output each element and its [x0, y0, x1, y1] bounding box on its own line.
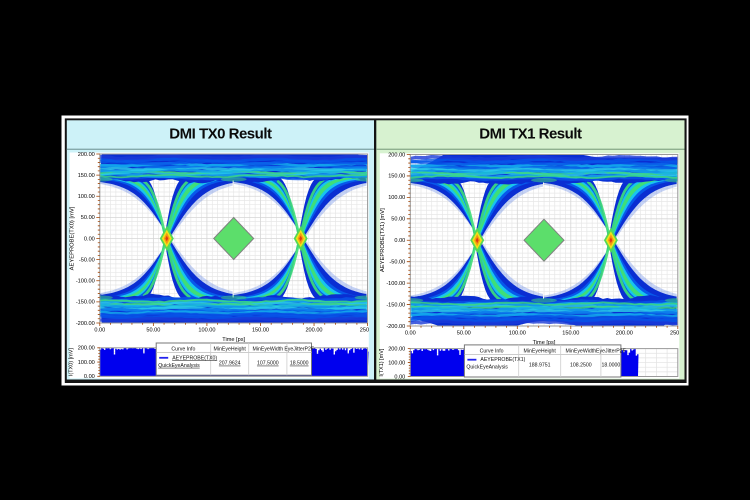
svg-text:DMI TX1 Result: DMI TX1 Result: [479, 126, 582, 143]
svg-text:EyeJitterP2F: EyeJitterP2F: [596, 348, 626, 354]
svg-text:50.00: 50.00: [391, 217, 405, 223]
svg-text:200.00: 200.00: [78, 152, 95, 158]
svg-text:50.00: 50.00: [81, 215, 95, 221]
svg-text:MinEyeHeight: MinEyeHeight: [214, 346, 247, 352]
svg-text:100.00: 100.00: [198, 328, 215, 334]
svg-text:250: 250: [670, 331, 679, 337]
svg-text:-100.00: -100.00: [386, 281, 405, 287]
svg-text:108.2500: 108.2500: [570, 363, 592, 369]
svg-text:150.00: 150.00: [78, 173, 95, 179]
svg-text:MinEyeHeight: MinEyeHeight: [524, 348, 557, 354]
svg-text:MinEyeWidth: MinEyeWidth: [253, 346, 284, 352]
svg-text:200.00: 200.00: [388, 152, 405, 158]
svg-text:EyeJitterP2F: EyeJitterP2F: [284, 346, 314, 352]
svg-text:100.00: 100.00: [78, 194, 95, 200]
svg-text:AEYEPROBE(TX0): AEYEPROBE(TX0): [172, 355, 217, 361]
svg-text:AEYEPROBE(TX1): AEYEPROBE(TX1): [480, 357, 525, 363]
svg-text:-100.00: -100.00: [76, 279, 95, 285]
svg-text:18.0000: 18.0000: [602, 363, 621, 369]
svg-text:DMI TX0 Result: DMI TX0 Result: [169, 126, 272, 143]
svg-text:0.00: 0.00: [84, 374, 95, 380]
svg-text:0.00: 0.00: [84, 236, 95, 242]
svg-text:QuickEyeAnalysis: QuickEyeAnalysis: [158, 363, 200, 369]
svg-text:0.00: 0.00: [394, 374, 405, 380]
svg-text:-50.00: -50.00: [79, 257, 95, 263]
svg-text:200.00: 200.00: [305, 328, 322, 334]
svg-text:QuickEyeAnalysis: QuickEyeAnalysis: [466, 365, 508, 371]
svg-text:107.5000: 107.5000: [257, 361, 279, 367]
svg-text:250: 250: [360, 328, 369, 334]
svg-text:188.9751: 188.9751: [529, 363, 551, 369]
svg-text:-200.00: -200.00: [76, 321, 95, 327]
svg-text:18.5000: 18.5000: [290, 361, 309, 367]
svg-text:I(TX0) [mV]: I(TX0) [mV]: [68, 348, 74, 377]
svg-text:100.00: 100.00: [509, 331, 526, 337]
svg-text:100.00: 100.00: [388, 195, 405, 201]
svg-text:Time [ps]: Time [ps]: [222, 337, 245, 343]
svg-text:50.00: 50.00: [146, 328, 160, 334]
svg-text:150.00: 150.00: [252, 328, 269, 334]
svg-text:100.00: 100.00: [388, 360, 405, 366]
svg-text:-150.00: -150.00: [76, 300, 95, 306]
svg-text:AEYEPROBE(TX1) [mV]: AEYEPROBE(TX1) [mV]: [380, 208, 386, 272]
svg-text:150.00: 150.00: [388, 174, 405, 180]
svg-text:Time [ps]: Time [ps]: [533, 340, 556, 346]
svg-text:50.00: 50.00: [457, 331, 471, 337]
svg-text:0.00: 0.00: [94, 328, 105, 334]
svg-text:-50.00: -50.00: [389, 260, 405, 266]
svg-text:-200.00: -200.00: [386, 324, 405, 330]
svg-text:0.00: 0.00: [405, 331, 416, 337]
svg-text:0.00: 0.00: [394, 238, 405, 244]
svg-text:150.00: 150.00: [562, 331, 579, 337]
svg-text:200.00: 200.00: [616, 331, 633, 337]
svg-text:200.00: 200.00: [78, 346, 95, 352]
svg-text:Curve Info: Curve Info: [171, 346, 195, 352]
svg-text:MinEyeWidth: MinEyeWidth: [566, 348, 597, 354]
svg-text:200.00: 200.00: [388, 346, 405, 352]
svg-text:I(TX1) [mV]: I(TX1) [mV]: [379, 348, 385, 377]
svg-text:207.9624: 207.9624: [219, 361, 241, 367]
svg-text:AEYEPROBE(TX0) [mV]: AEYEPROBE(TX0) [mV]: [69, 206, 75, 270]
svg-text:Curve Info: Curve Info: [480, 348, 504, 354]
svg-text:100.00: 100.00: [78, 360, 95, 366]
svg-text:-150.00: -150.00: [386, 302, 405, 308]
